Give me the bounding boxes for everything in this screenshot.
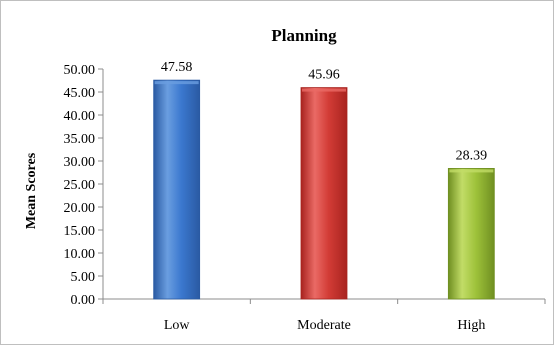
- bar-highlight: [302, 88, 346, 92]
- y-axis-label: Mean Scores: [24, 152, 39, 229]
- bar-high: [447, 168, 495, 300]
- data-label-low: 47.58: [161, 60, 193, 75]
- y-tick-label: 5.00: [71, 270, 96, 285]
- y-tick-label: 40.00: [64, 109, 96, 124]
- axes: 0.00 5.00 10.00 15.00 20.00 25.00 30.00 35.00 40…: [64, 63, 546, 333]
- x-tick-label-high: High: [457, 318, 485, 333]
- chart-title: Planning: [271, 26, 337, 45]
- y-tick-label: 15.00: [64, 224, 96, 239]
- bar-low: [153, 79, 201, 300]
- y-tick-label: 45.00: [64, 86, 96, 101]
- bar-moderate: [300, 87, 348, 300]
- y-tick-label: 25.00: [64, 178, 96, 193]
- bar-highlight: [449, 169, 494, 173]
- y-tick-label: 30.00: [64, 155, 96, 170]
- y-tick-label: 20.00: [64, 201, 96, 216]
- data-label-moderate: 45.96: [308, 68, 340, 83]
- x-tick-label-low: Low: [164, 318, 191, 333]
- y-tick-label: 10.00: [64, 247, 96, 262]
- x-tick-label-moderate: Moderate: [297, 318, 351, 333]
- bars: [153, 79, 495, 300]
- y-tick-label: 35.00: [64, 132, 96, 147]
- y-tick-label: 0.00: [71, 293, 96, 308]
- y-tick-label: 50.00: [64, 63, 96, 78]
- data-label-high: 28.39: [456, 148, 488, 163]
- data-labels: 47.58 45.96 28.39: [161, 60, 487, 163]
- bar-highlight: [154, 81, 199, 85]
